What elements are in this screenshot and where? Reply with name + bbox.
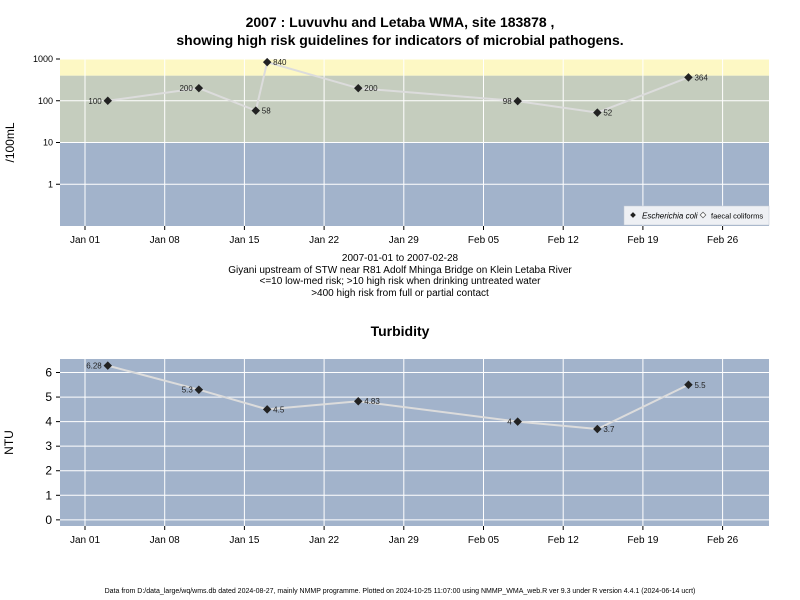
ecoli-data-label: 98 (503, 97, 512, 106)
turbidity-x-tick-label: Jan 08 (150, 535, 180, 546)
turbidity-data-label: 4.83 (364, 397, 380, 406)
legend-faecal-marker (699, 211, 707, 219)
risk-band (60, 75, 769, 143)
turbidity-y-tick-label: 0 (45, 513, 52, 527)
subtitle-date-range: 2007-01-01 to 2007-02-28 (341, 253, 459, 264)
microbial-y-tick-label: 1 (48, 179, 53, 189)
microbial-y-tick-label: 1000 (33, 54, 53, 64)
ecoli-data-label: 840 (273, 58, 287, 67)
ecoli-data-label: 52 (603, 109, 612, 118)
turbidity-y-axis-label: NTU (2, 430, 16, 455)
turbidity-y-tick-label: 2 (45, 464, 52, 478)
turbidity-data-label: 5.5 (694, 381, 706, 390)
turbidity-x-tick-label: Jan 29 (389, 535, 419, 546)
turbidity-y-tick-label: 5 (45, 390, 52, 404)
subtitle-site-description: Giyani upstream of STW near R81 Adolf Mh… (228, 264, 572, 276)
turbidity-data-point (354, 396, 363, 406)
turbidity-y-tick-label: 4 (45, 415, 52, 429)
legend-ecoli-marker (630, 212, 636, 218)
turbidity-x-tick-label: Feb 05 (468, 535, 500, 546)
turbidity-x-tick-label: Jan 01 (70, 535, 100, 546)
microbial-y-tick-label: 10 (43, 138, 53, 148)
microbial-x-tick-label: Jan 01 (70, 235, 100, 246)
microbial-x-tick-label: Feb 19 (627, 235, 659, 246)
microbial-x-tick-label: Feb 05 (468, 235, 500, 246)
ecoli-data-label: 200 (364, 84, 378, 93)
chart-title-line-2: showing high risk guidelines for indicat… (176, 32, 624, 48)
legend-faecal-label: faecal coliforms (711, 212, 763, 221)
turbidity-data-point (262, 405, 272, 414)
turbidity-data-label: 4 (507, 418, 512, 427)
ecoli-data-point (262, 57, 272, 67)
microbial-chart: 1 10 100 1000/100mL Jan 01 Jan 08 Jan 15 Jan 22… (3, 54, 770, 246)
ecoli-series-line (107, 60, 689, 114)
turbidity-data-point (194, 385, 204, 394)
microbial-x-tick-label: Feb 12 (548, 235, 580, 246)
turbidity-data-point (513, 417, 522, 426)
risk-band (60, 59, 769, 76)
ecoli-data-label: 100 (88, 97, 102, 106)
ecoli-data-point (194, 83, 204, 93)
turbidity-data-point (684, 380, 693, 390)
microbial-x-tick-label: Jan 15 (229, 235, 259, 246)
ecoli-data-label: 200 (179, 84, 193, 93)
turbidity-plot-background (60, 359, 769, 526)
microbial-y-tick-label: 100 (38, 96, 53, 106)
turbidity-y-tick-label: 6 (45, 366, 52, 380)
subtitle-contact-guideline: >400 high risk from full or partial cont… (311, 287, 489, 299)
turbidity-data-label: 6.28 (86, 362, 102, 371)
ecoli-data-label: 58 (262, 107, 271, 116)
turbidity-data-label: 4.5 (273, 405, 285, 414)
turbidity-data-label: 5.3 (182, 386, 194, 395)
microbial-x-tick-label: Jan 22 (309, 235, 339, 246)
turbidity-x-tick-label: Feb 19 (627, 535, 659, 546)
turbidity-y-tick-label: 3 (45, 439, 52, 453)
subtitle-drinking-guideline: <=10 low-med risk; >10 high risk when dr… (259, 276, 541, 287)
legend-box (623, 205, 770, 226)
turbidity-x-tick-label: Jan 22 (309, 535, 339, 546)
microbial-x-tick-label: Jan 08 (150, 235, 180, 246)
turbidity-data-point (103, 361, 113, 370)
turbidity-data-label: 3.7 (603, 425, 615, 434)
legend-ecoli-label: Escherichia coli (642, 212, 698, 221)
turbidity-y-tick-label: 1 (45, 488, 52, 502)
chart-title-line-1: 2007 : Luvuvhu and Letaba WMA, site 1838… (245, 14, 555, 30)
microbial-x-tick-label: Feb 26 (707, 235, 739, 246)
microbial-y-axis-label: /100mL (3, 122, 17, 162)
turbidity-x-tick-label: Feb 26 (707, 535, 739, 546)
ecoli-data-point (354, 83, 363, 93)
footer-data-source: Data from D:/data_large/wq/wms.db dated … (104, 588, 696, 595)
turbidity-x-tick-label: Feb 12 (548, 535, 580, 546)
ecoli-data-label: 364 (694, 73, 708, 82)
turbidity-chart-title: Turbidity (370, 323, 430, 339)
ecoli-data-point (103, 96, 113, 105)
microbial-x-tick-label: Jan 29 (389, 235, 419, 246)
turbidity-data-point (593, 424, 602, 434)
turbidity-x-tick-label: Jan 15 (229, 535, 259, 546)
